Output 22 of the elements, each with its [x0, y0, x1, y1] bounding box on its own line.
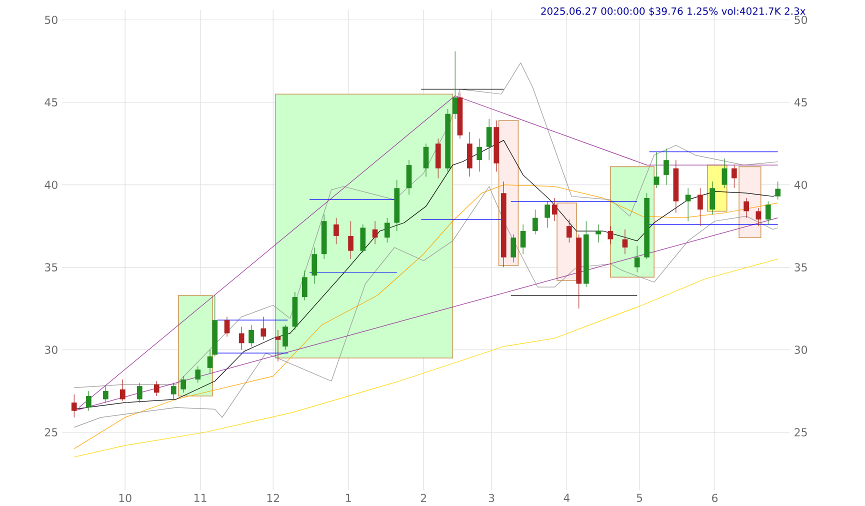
y2-tick-label: 50: [794, 16, 808, 24]
x-tick-label: 2: [420, 494, 426, 502]
x-tick-label: 11: [194, 494, 206, 502]
y-tick-label: 50: [45, 16, 58, 24]
y-tick-label: 45: [44, 98, 58, 107]
x-tick-label: 10: [119, 494, 132, 502]
y-tick-label: 35: [45, 263, 58, 272]
y2-tick-label: 40: [794, 180, 808, 190]
y2-tick-label: 25: [794, 428, 807, 437]
y2-tick-label: 30: [794, 346, 808, 354]
x-tick-label: 4: [564, 494, 570, 502]
y2-tick-label: 35: [794, 263, 807, 272]
x-tick-label: 5: [636, 494, 642, 502]
x-tick-label: 3: [488, 494, 494, 502]
chart-title: 2025.06.27 00:00:00 $39.76 1.25% vol:4021.7K 2.3x: [541, 7, 806, 16]
x-tick-label: 12: [267, 494, 279, 502]
y-tick-label: 40: [44, 180, 58, 190]
y-tick-label: 25: [45, 428, 58, 437]
x-tick-label: 1: [346, 494, 351, 502]
y-tick-label: 30: [45, 346, 58, 354]
x-tick-label: 6: [712, 494, 718, 502]
y2-tick-label: 45: [794, 98, 807, 107]
